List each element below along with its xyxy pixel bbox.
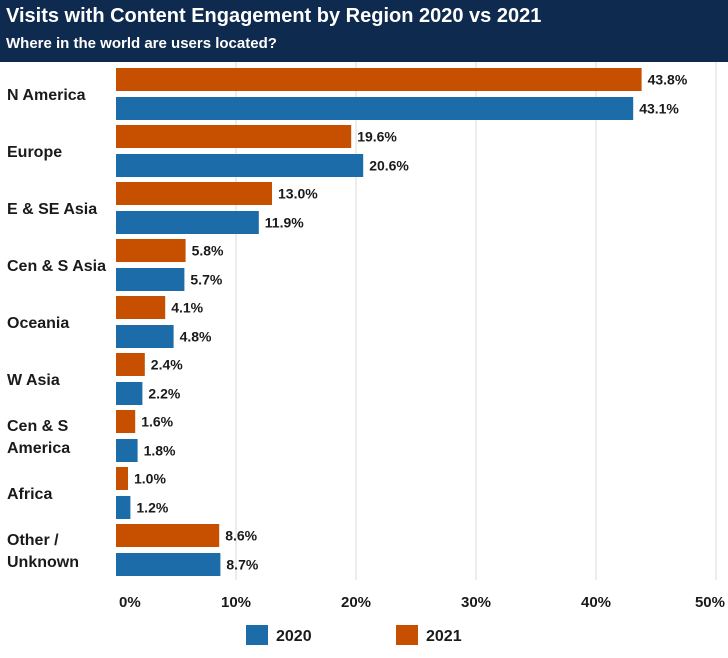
data-label-2021: 1.6%	[141, 414, 173, 430]
x-tick-label: 10%	[221, 594, 251, 611]
data-label-2020: 2.2%	[148, 386, 180, 402]
category-label: America	[7, 440, 70, 457]
bar-2021	[116, 239, 186, 262]
x-tick-label: 0%	[119, 594, 141, 611]
data-label-2021: 2.4%	[151, 357, 183, 373]
bar-2020	[116, 382, 143, 405]
data-label-2020: 11.9%	[265, 215, 304, 231]
category-label: N America	[7, 87, 86, 104]
x-tick-label: 20%	[341, 594, 371, 611]
legend-swatch-2021	[396, 625, 418, 645]
data-label-2021: 5.8%	[192, 243, 224, 259]
bar-2020	[116, 325, 174, 348]
bar-2021	[116, 524, 220, 547]
data-label-2020: 1.2%	[136, 500, 168, 516]
category-label: W Asia	[7, 372, 60, 389]
legend-swatch-2020	[246, 625, 268, 645]
category-labels: N America Europe E & SE Asia Cen & S Asia Oc…	[7, 87, 106, 571]
legend-label-2020: 2020	[276, 628, 312, 645]
data-label-2021: 19.6%	[357, 129, 397, 145]
data-label-2020: 43.1%	[639, 101, 679, 117]
category-label: Oceania	[7, 315, 69, 332]
bar-2021	[116, 467, 128, 490]
bar-2020	[116, 154, 364, 177]
bar-2021	[116, 353, 145, 376]
bar-2020	[116, 97, 634, 120]
bar-2020	[116, 496, 131, 519]
data-label-2021: 4.1%	[171, 300, 203, 316]
category-label: Unknown	[7, 554, 79, 571]
data-label-2020: 1.8%	[144, 443, 176, 459]
chart-title: Visits with Content Engagement by Region…	[6, 5, 542, 27]
category-label: Cen & S	[7, 418, 69, 435]
category-label: Cen & S Asia	[7, 258, 106, 275]
data-label-2021: 1.0%	[134, 471, 166, 487]
chart-subtitle: Where in the world are users located?	[6, 35, 277, 52]
bar-2020	[116, 268, 185, 291]
data-label-2020: 20.6%	[369, 158, 409, 174]
chart-header: Visits with Content Engagement by Region…	[0, 0, 728, 62]
category-label: E & SE Asia	[7, 201, 97, 218]
bar-2021	[116, 182, 272, 205]
bar-2020	[116, 211, 259, 234]
data-label-2021: 13.0%	[278, 186, 318, 202]
grid-lines	[235, 62, 717, 580]
x-tick-label: 50%	[695, 594, 725, 611]
legend-label-2021: 2021	[426, 628, 462, 645]
bar-2021	[116, 125, 352, 148]
data-label-2020: 5.7%	[190, 272, 222, 288]
legend: 2020 2021	[246, 625, 462, 645]
data-label-2020: 8.7%	[226, 557, 258, 573]
bar-2021	[116, 68, 642, 91]
data-label-2021: 43.8%	[648, 72, 688, 88]
category-label: Africa	[7, 486, 52, 503]
category-label: Other /	[7, 532, 59, 549]
bar-2021	[116, 410, 136, 433]
x-tick-label: 30%	[461, 594, 491, 611]
x-tick-label: 40%	[581, 594, 611, 611]
data-label-2021: 8.6%	[225, 528, 257, 544]
bar-2020	[116, 553, 221, 576]
category-label: Europe	[7, 144, 62, 161]
bar-2020	[116, 439, 138, 462]
data-label-2020: 4.8%	[180, 329, 212, 345]
x-axis-ticks: 0% 10% 20% 30% 40% 50%	[119, 594, 725, 611]
bar-2021	[116, 296, 166, 319]
bars: 43.8% 43.1% 19.6% 20.6% 13.0% 11.9% 5.8% 5.7% 4.…	[116, 68, 688, 576]
